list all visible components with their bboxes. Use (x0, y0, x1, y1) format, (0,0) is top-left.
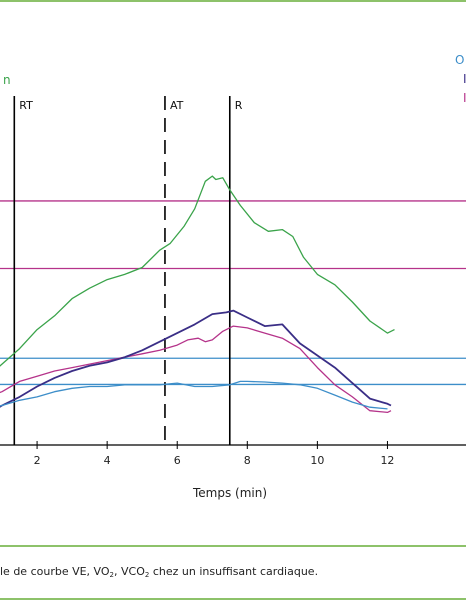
x-tick-label-10: 10 (310, 454, 324, 467)
x-tick-label-8: 8 (244, 454, 251, 467)
caption-rule (0, 545, 466, 547)
right-axis-label-fragment-2: I (463, 72, 466, 86)
top-rule (0, 0, 466, 2)
left-axis-label-fragment: n (3, 73, 11, 87)
right-axis-label-fragment-1: O (455, 53, 464, 67)
caption-text-2: , VCO (114, 565, 145, 578)
series-line-2 (0, 325, 392, 414)
marker-label-rt: RT (19, 99, 33, 112)
figure-caption: le de courbe VE, VO2, VCO2 chez un insuf… (0, 565, 318, 579)
series-line-4 (0, 380, 388, 410)
caption-text-1: le de courbe VE, VO (0, 565, 110, 578)
marker-label-r: R (235, 99, 243, 112)
x-tick-label-4: 4 (104, 454, 111, 467)
x-tick-label-2: 2 (34, 454, 41, 467)
x-axis-label: Temps (min) (192, 486, 267, 500)
caption-text-3: chez un insuffisant cardiaque. (149, 565, 319, 578)
x-tick-label-12: 12 (380, 454, 394, 467)
marker-label-at: AT (170, 99, 184, 112)
series-line-3 (0, 309, 392, 408)
bottom-rule (0, 598, 466, 600)
caption-sub-1: 2 (109, 571, 115, 579)
series-line-1 (0, 175, 395, 367)
x-tick-label-6: 6 (174, 454, 181, 467)
right-axis-label-fragment-3: I (463, 91, 466, 105)
caption-sub-2: 2 (144, 571, 150, 579)
